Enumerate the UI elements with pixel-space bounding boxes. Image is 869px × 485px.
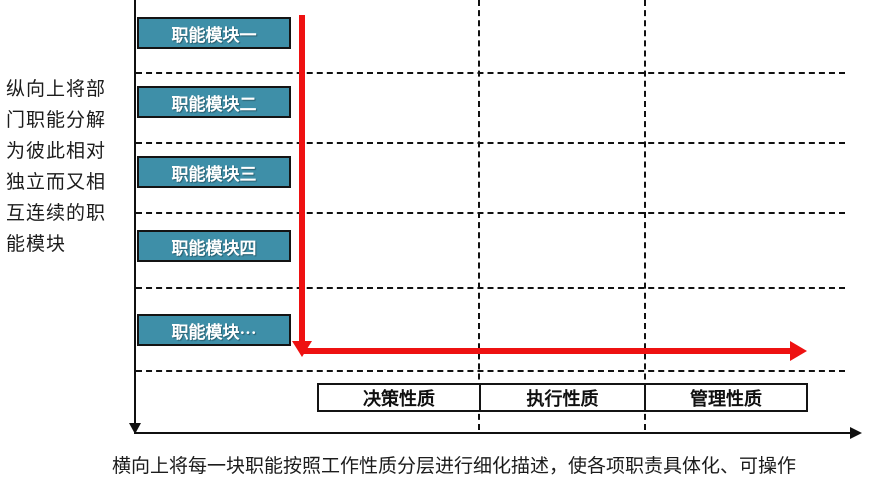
note-line: 独立而又相 — [6, 172, 107, 193]
horizontal-axis-caption: 横向上将每一块职能按照工作性质分层进行细化描述，使各项职责具体化、可操作 — [112, 456, 797, 477]
note-line: 纵向上将部 — [6, 79, 107, 100]
horizontal-axis-line — [134, 432, 850, 434]
dashed-column-line — [644, 0, 646, 430]
red-arrow-horizontal-segment — [302, 348, 791, 354]
dashed-row-line — [136, 287, 845, 289]
vertical-axis-line — [134, 0, 136, 426]
note-line: 互连续的职 — [6, 203, 107, 224]
note-line: 能模块 — [6, 234, 67, 255]
note-line: 门职能分解 — [6, 110, 107, 131]
note-line: 为彼此相对 — [6, 141, 107, 162]
quality-cell-management: 管理性质 — [644, 383, 808, 412]
module-box-5: 职能模块··· — [137, 314, 291, 346]
module-box-1: 职能模块一 — [137, 17, 291, 49]
horizontal-axis-arrowhead-icon — [850, 427, 862, 439]
dashed-row-line — [136, 142, 845, 144]
module-box-2: 职能模块二 — [137, 86, 291, 118]
dashed-row-line — [136, 370, 845, 372]
vertical-axis-note: 纵向上将部 门职能分解 为彼此相对 独立而又相 互连续的职 能模块 — [6, 74, 124, 260]
vertical-axis-arrowhead-icon — [129, 423, 141, 434]
dashed-row-line — [136, 72, 845, 74]
red-arrow-vertical-segment — [299, 15, 305, 343]
module-box-3: 职能模块三 — [137, 156, 291, 188]
quality-cell-execution: 执行性质 — [479, 383, 646, 412]
module-box-4: 职能模块四 — [137, 230, 291, 262]
dashed-column-line — [478, 0, 480, 430]
dashed-row-line — [136, 212, 845, 214]
quality-cell-decision: 决策性质 — [317, 383, 481, 412]
red-arrow-right-arrowhead-icon — [790, 341, 807, 361]
